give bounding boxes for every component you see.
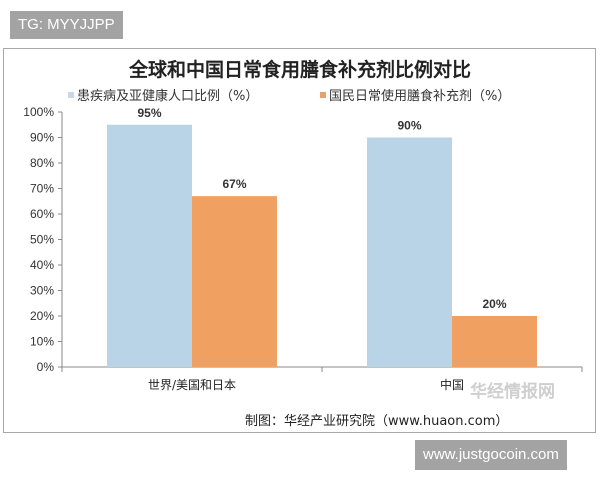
y-tick-label: 80% [30,156,54,170]
bar [452,316,537,367]
tag-label: TG: MYYJJPP [10,11,123,39]
chart-frame [3,48,596,433]
watermark: 华经情报网 [470,382,555,402]
y-tick-label: 60% [30,207,54,221]
y-tick-label: 0% [37,360,55,374]
y-tick-label: 90% [30,131,54,145]
credit-text: 制图：华经产业研究院（www.huaon.com） [245,414,509,429]
data-label: 20% [482,297,506,311]
legend-label: 患疾病及亚健康人口比例（%） [77,89,259,104]
y-tick-label: 100% [23,105,54,119]
legend-label: 国民日常使用膳食补充剂（%） [329,89,511,104]
data-label: 95% [137,106,161,120]
x-tick-label: 世界/美国和日本 [148,378,236,392]
y-tick-label: 70% [30,182,54,196]
bar [367,137,452,367]
legend-swatch [320,91,326,98]
legend-swatch [68,91,74,98]
bar [107,124,192,367]
bar [192,196,277,367]
y-tick-label: 40% [30,258,54,272]
x-tick-label: 中国 [440,377,464,392]
chart-title: 全球和中国日常食用膳食补充剂比例对比 [128,59,471,81]
legend-item-1: 患疾病及亚健康人口比例（%） [68,85,258,104]
data-label: 67% [222,177,246,191]
y-tick-label: 50% [30,233,54,247]
y-tick-label: 10% [30,335,54,349]
tag-label: www.justgocoin.com [415,440,567,470]
y-tick-label: 20% [30,309,54,323]
legend-item-2: 国民日常使用膳食补充剂（%） [320,85,510,104]
y-tick-label: 30% [30,284,54,298]
data-label: 90% [397,119,421,133]
